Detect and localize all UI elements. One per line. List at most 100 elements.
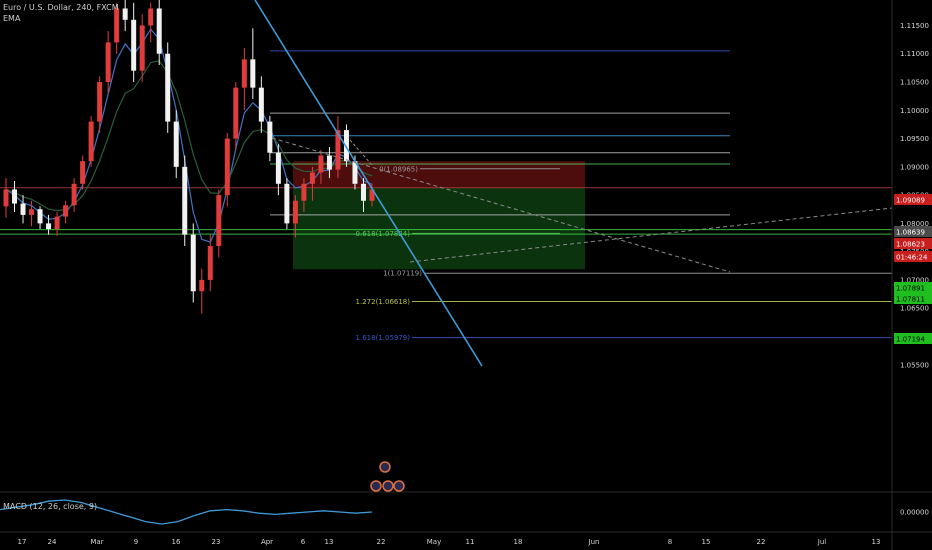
macd-tick-label: 0.00000	[900, 509, 929, 517]
candle-body	[37, 209, 43, 224]
price-badges: 1.090891.086391.0862301:46:241.078911.07…	[894, 194, 932, 344]
price-tick-label: 1.09500	[900, 135, 929, 143]
risk-reward-zones	[293, 161, 585, 270]
fibonacci-levels: 0(1.08965) 0.618(1.07824) 1(1.07119) 1.272(…	[356, 165, 892, 342]
price-tick-label: 1.07000	[900, 276, 929, 284]
time-tick-label: Mar	[90, 538, 103, 546]
candle-body	[114, 8, 120, 43]
time-tick-label: May	[427, 538, 441, 546]
price-tick-label: 1.05500	[900, 361, 929, 369]
time-tick-label: 11	[466, 538, 475, 546]
macd-pane: 0.00000	[0, 491, 932, 525]
candle-body	[275, 152, 281, 184]
price-badge	[894, 226, 932, 237]
time-tick-label: Jul	[817, 538, 827, 546]
macd-line	[0, 499, 373, 525]
candle-body	[148, 8, 154, 26]
price-tick-label: 1.11500	[900, 22, 929, 30]
price-badge	[894, 194, 932, 205]
candle-body	[97, 82, 103, 122]
fib-label: 1.618(1.05979)	[356, 334, 411, 342]
candle-body	[29, 209, 35, 215]
price-tick-label: 1.10000	[900, 107, 929, 115]
candle-body	[199, 279, 205, 292]
candle-body	[369, 189, 375, 201]
macd-legend: MACD (12, 26, close, 9)	[3, 502, 98, 511]
time-tick-label: 16	[172, 538, 181, 546]
candle-body	[360, 183, 366, 201]
price-tick-label: 1.08000	[900, 220, 929, 228]
event-flag-icon	[393, 480, 405, 492]
time-tick-label: 6	[301, 538, 306, 546]
candle-body	[105, 42, 111, 82]
price-badge-label: 1.08623	[896, 241, 925, 249]
price-badge-label: 01:46:24	[896, 254, 928, 262]
candle-body	[224, 138, 230, 196]
price-badge-label: 1.07194	[896, 336, 925, 344]
candle-body	[318, 155, 324, 173]
candle-body	[20, 203, 26, 215]
price-badge	[894, 293, 932, 304]
time-tick-label: Jun	[588, 538, 600, 546]
candle-body	[241, 59, 247, 88]
event-flag-icon	[370, 480, 382, 492]
time-tick-label: 22	[377, 538, 386, 546]
time-tick-label: 24	[48, 538, 57, 546]
time-tick-label: 17	[18, 538, 27, 546]
candle-body	[63, 205, 69, 217]
trendline	[254, 0, 483, 367]
ema-legend: EMA	[3, 14, 21, 23]
candle-body	[343, 130, 349, 162]
price-tick-label: 1.06500	[900, 305, 929, 313]
fib-label: 1(1.07119)	[383, 270, 422, 278]
candle-body	[12, 189, 18, 204]
candle-body	[267, 121, 273, 153]
drawings	[254, 0, 893, 367]
fib-label: 1.272(1.06618)	[356, 298, 411, 306]
candle-body	[335, 130, 341, 170]
event-icons[interactable]	[370, 461, 405, 492]
candle-body	[207, 246, 213, 280]
price-badge	[894, 238, 932, 249]
candle-body	[190, 234, 196, 292]
candle-body	[88, 121, 94, 162]
symbol-title: Euro / U.S. Dollar, 240, FXCM	[3, 3, 119, 12]
candle-body	[309, 172, 315, 184]
candle-body	[182, 166, 188, 235]
event-flag-icon	[379, 461, 391, 473]
event-flag-icon	[382, 480, 394, 492]
dashed-short	[349, 139, 373, 166]
price-tick-label: 1.10500	[900, 79, 929, 87]
time-axis[interactable]: 17 24 Mar 9 16 23 Apr 6 13 22 May 11 18 Jun 8 15 22 Jul 13	[0, 531, 932, 546]
price-axis[interactable]: 1.11500 1.11000 1.10500 1.10000 1.09500 1.090…	[891, 0, 929, 550]
candle-body	[292, 200, 298, 224]
time-tick-label: Apr	[261, 538, 273, 546]
price-badge-label: 1.07891	[896, 285, 925, 293]
take-profit-zone	[293, 187, 585, 270]
time-tick-label: 22	[757, 538, 766, 546]
price-badge	[894, 333, 932, 344]
fib-label: 0.618(1.07824)	[356, 230, 411, 238]
candle-body	[80, 161, 86, 184]
price-badge-label: 1.09089	[896, 197, 925, 205]
price-tick-label: 1.11000	[900, 50, 929, 58]
candle-body	[139, 25, 145, 71]
fib-label: 0(1.08965)	[379, 165, 418, 173]
dashed-projection-down	[271, 137, 731, 273]
candle-body	[284, 183, 290, 224]
price-badge	[894, 282, 932, 293]
dashed-projection-up	[409, 207, 893, 263]
candle-body	[3, 189, 9, 207]
stop-loss-zone	[293, 161, 585, 188]
time-tick-label: 8	[668, 538, 672, 546]
time-tick-label: 13	[325, 538, 334, 546]
price-badge-label: 1.07811	[896, 296, 925, 304]
candle-body	[165, 53, 171, 122]
candle-body	[250, 59, 256, 88]
price-badge	[894, 251, 932, 262]
candle-body	[156, 8, 162, 54]
candles	[3, 0, 375, 314]
candle-body	[326, 155, 332, 170]
time-tick-label: 13	[872, 538, 881, 546]
